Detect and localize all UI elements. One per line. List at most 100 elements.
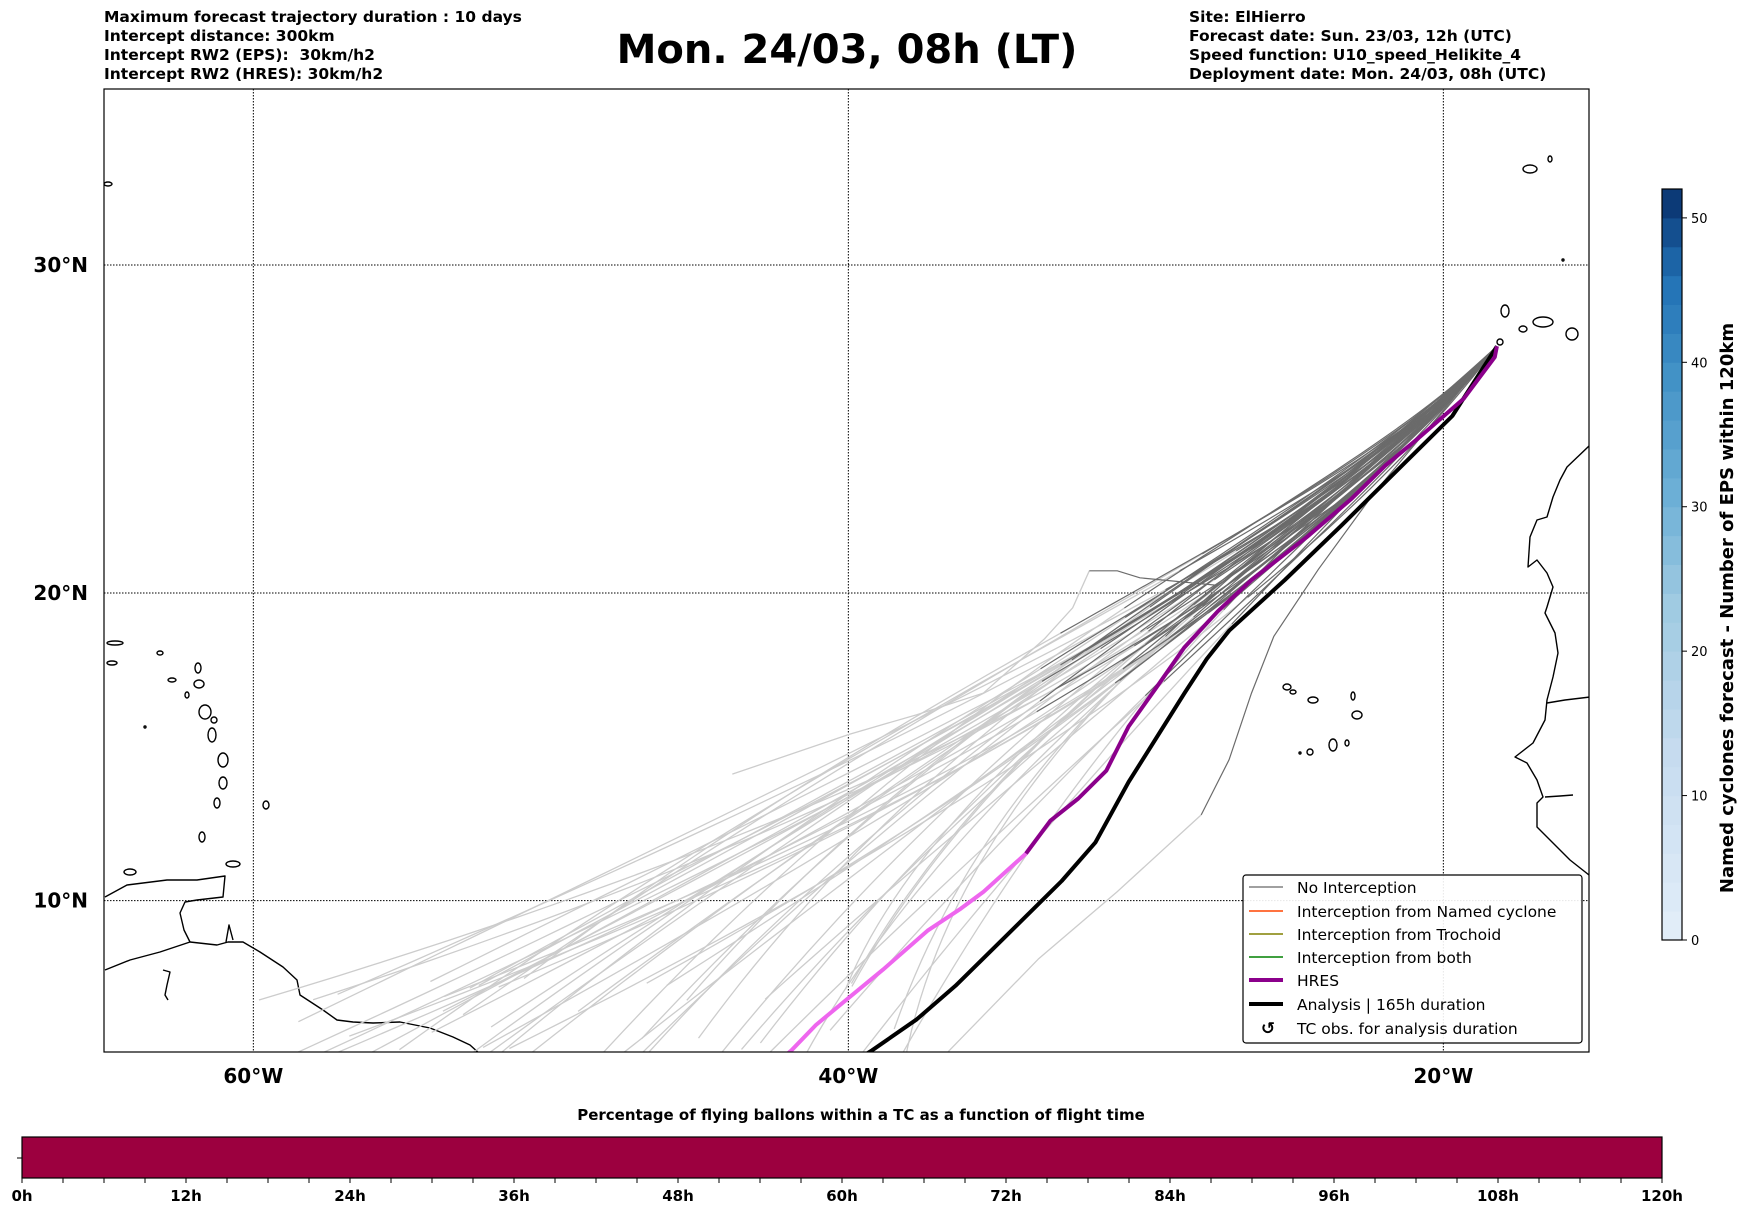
islands	[104, 155, 1579, 876]
ensemble-track-late	[399, 570, 1181, 1051]
island-outline	[218, 776, 228, 790]
colorbar-band	[1662, 911, 1682, 941]
ensemble-track-late	[646, 679, 1120, 984]
flight-time-tick-label: 0h	[11, 1187, 32, 1205]
tc-obs-symbol-icon: ↺	[1261, 1019, 1275, 1039]
island-outline	[1547, 155, 1553, 163]
coast-gambia	[1546, 696, 1589, 704]
flight-time-bar-title: Percentage of flying ballons within a TC…	[577, 1106, 1145, 1124]
island-outline	[198, 704, 212, 720]
header-intercept-hres: Intercept RW2 (HRES): 30km/h2	[104, 65, 383, 83]
ensemble-track-late	[443, 667, 1125, 998]
axis-labels: 60°W 40°W 20°W 10°N 20°N 30°N	[33, 253, 1473, 1088]
header-speed-function: Speed function: U10_speed_Helikite_4	[1189, 46, 1521, 64]
island-outline	[225, 860, 241, 868]
analysis-track	[865, 345, 1499, 1052]
colorbar-band	[1662, 333, 1682, 363]
colorbar-tick-label: 0	[1691, 934, 1699, 949]
island-outline	[1496, 338, 1504, 346]
ensemble-track-late	[893, 605, 1203, 1030]
ensemble-track-late	[322, 628, 1148, 1052]
colorbar-band	[1662, 420, 1682, 450]
island-outline	[1350, 691, 1356, 701]
island-outline	[1351, 710, 1363, 720]
header-site: Site: ElHierro	[1189, 8, 1306, 26]
colorbar-band	[1662, 882, 1682, 912]
coastlines	[104, 155, 1589, 1052]
ensemble-track-late	[947, 814, 1202, 1052]
coast-africa	[1514, 445, 1589, 876]
legend-label: Interception from both	[1297, 949, 1472, 967]
colorbar-band	[1662, 304, 1682, 334]
coast-orinoco	[225, 924, 234, 943]
flight-time-tick-label: 12h	[170, 1187, 202, 1205]
ensemble-track-late	[370, 680, 1043, 1052]
island-outline	[104, 181, 113, 187]
flight-time-tick-label: 84h	[1154, 1187, 1186, 1205]
coast-venezuela	[104, 875, 226, 943]
lon-tick-label: 40°W	[818, 1064, 878, 1088]
ensemble-track-no-interception	[1179, 345, 1498, 572]
ensemble-track-late	[648, 700, 1041, 1052]
island-outline	[1532, 316, 1554, 328]
flight-time-bar-ticks: 0h 12h 24h 36h 48h 60h 72h 84h 96h 108h 120h	[11, 1178, 1683, 1205]
colorbar-band	[1662, 189, 1682, 219]
colorbar-frame	[1661, 188, 1683, 941]
lat-tick-label: 10°N	[33, 889, 88, 913]
ensemble-track-late	[844, 604, 1195, 990]
island-outline	[1565, 327, 1579, 341]
legend-label: No Interception	[1297, 879, 1417, 897]
colorbar-band	[1662, 362, 1682, 392]
colorbar-band	[1662, 506, 1682, 537]
flight-time-tick-label: 48h	[662, 1187, 694, 1205]
colorbar-band	[1662, 593, 1682, 623]
island-outline	[193, 679, 205, 689]
header-forecast-date: Forecast date: Sun. 23/03, 12h (UTC)	[1189, 27, 1512, 45]
island-outline	[213, 797, 221, 809]
ensemble-track-late	[721, 630, 1149, 1052]
lon-tick-label: 20°W	[1413, 1064, 1473, 1088]
island-outline	[1328, 738, 1338, 752]
island-outline	[207, 727, 217, 743]
ensemble-track-late	[602, 607, 1125, 1052]
colorbar: 0 10 20 30 40 50 Named cyclones forecast - Nu…	[1661, 188, 1738, 949]
lon-tick-label: 60°W	[223, 1064, 283, 1088]
island-outline	[194, 662, 202, 674]
page-title: Mon. 24/03, 08h (LT)	[617, 27, 1078, 73]
island-outline	[198, 831, 206, 843]
header-deployment-date: Deployment date: Mon. 24/03, 08h (UTC)	[1189, 65, 1546, 83]
legend-box	[1242, 874, 1583, 1044]
island-outline	[184, 691, 190, 699]
island-outline	[1289, 689, 1297, 695]
colorbar-ticks: 0 10 20 30 40 50	[1682, 212, 1708, 949]
island-outline	[1561, 258, 1565, 262]
colorbar-tick-label: 50	[1691, 212, 1708, 227]
flight-time-tick-label: 36h	[498, 1187, 530, 1205]
legend-label: Interception from Trochoid	[1297, 926, 1501, 944]
island-outline	[262, 800, 270, 810]
ensemble-track-late	[862, 623, 1233, 1052]
ensemble-track-late	[490, 564, 1223, 1028]
header-intercept-eps: Intercept RW2 (EPS): 30km/h2	[104, 46, 375, 64]
island-outline	[123, 868, 137, 876]
island-outline	[1344, 739, 1350, 747]
header-left-info: Maximum forecast trajectory duration : 1…	[104, 8, 522, 83]
lat-tick-label: 20°N	[33, 581, 88, 605]
legend-label: Analysis | 165h duration	[1297, 996, 1486, 1014]
coast-lake	[162, 969, 171, 1001]
map-plot: 60°W 40°W 20°W 10°N 20°N 30°N No Interception…	[33, 88, 1590, 1088]
ensemble-track-late	[531, 604, 1161, 1052]
ensemble-track-late	[764, 618, 1212, 1000]
colorbar-band	[1662, 564, 1682, 594]
colorbar-band	[1662, 391, 1682, 421]
colorbar-label: Named cyclones forecast - Number of EPS …	[1717, 323, 1738, 893]
colorbar-band	[1662, 246, 1682, 277]
colorbar-tick-label: 20	[1691, 645, 1708, 660]
legend: No Interception Interception from Named c…	[1242, 874, 1583, 1044]
ensemble-track-late	[732, 570, 1090, 775]
island-outline	[1518, 325, 1528, 333]
ensemble-track-late	[336, 711, 1038, 1052]
colorbar-band	[1662, 824, 1682, 854]
ensemble-track-late	[258, 688, 1057, 1001]
ensemble-track-late	[298, 589, 1166, 1023]
